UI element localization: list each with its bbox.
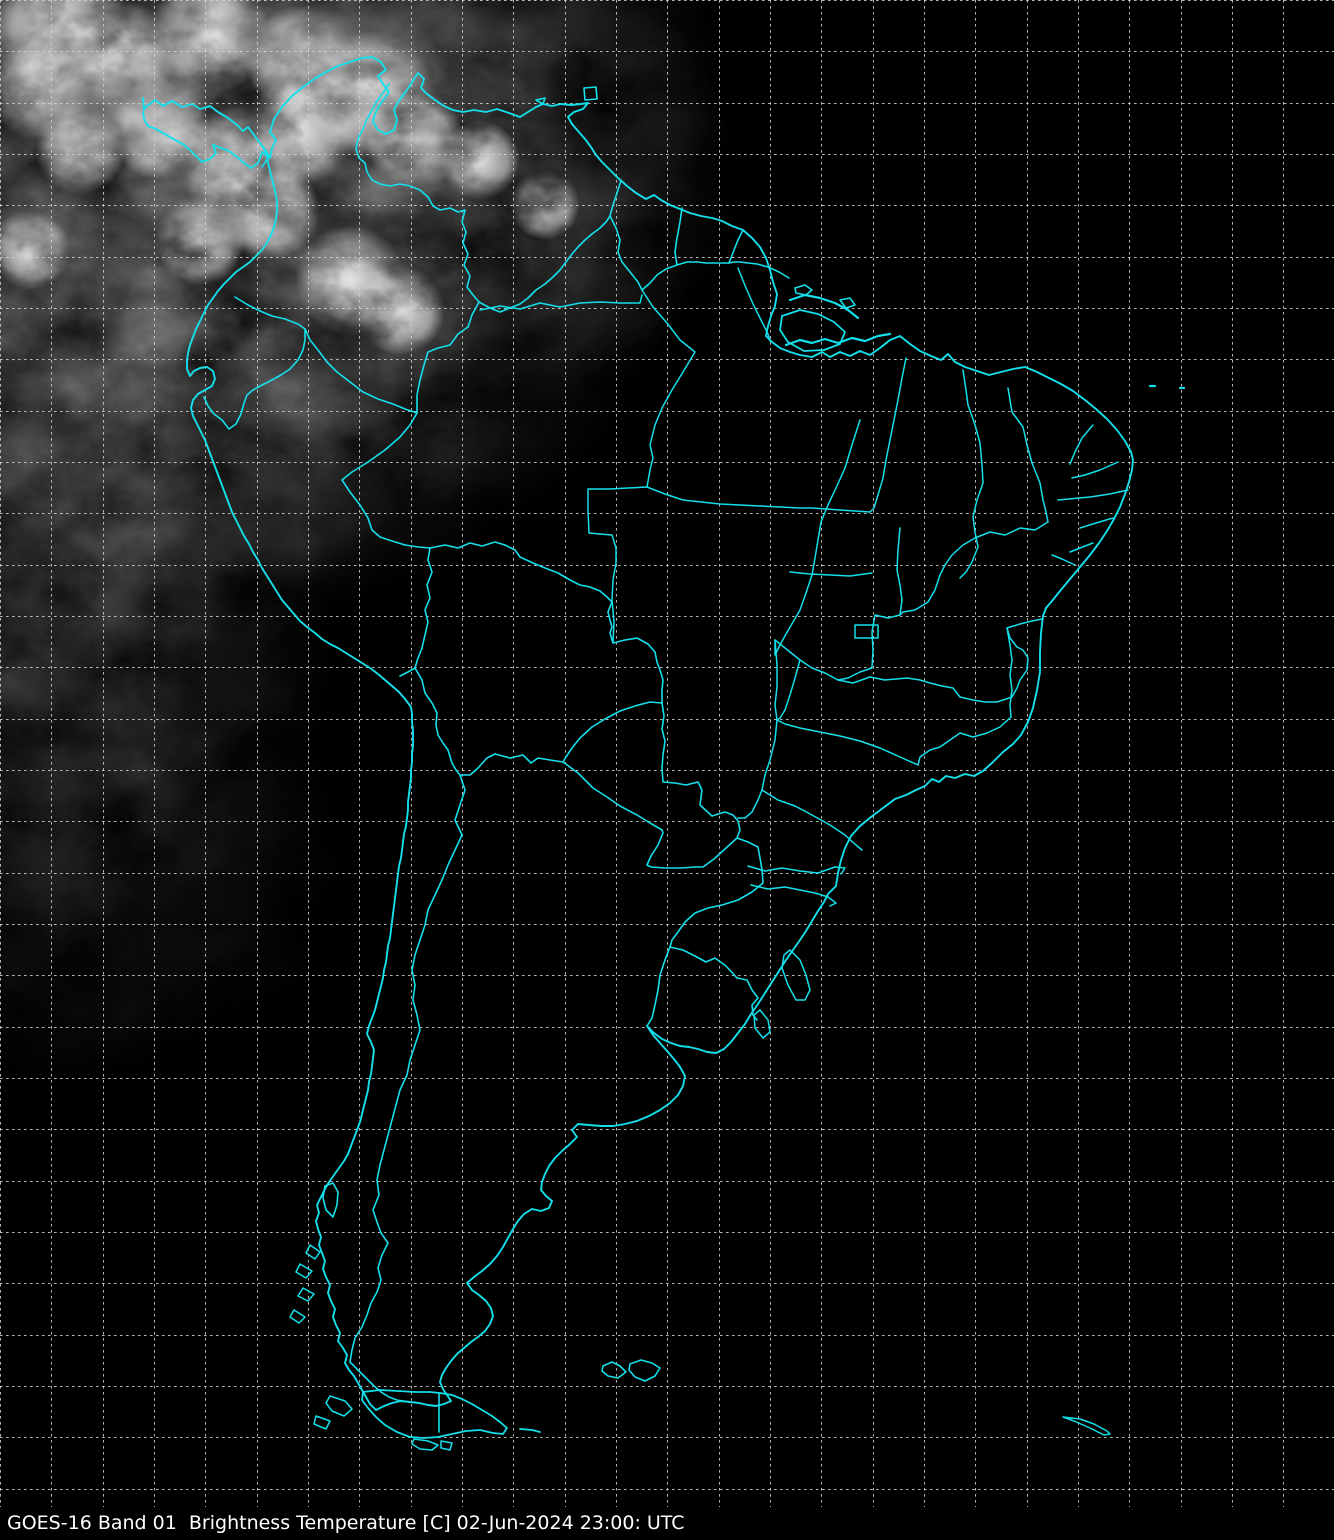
island-south-georgia bbox=[1062, 1416, 1111, 1436]
state-border-araguaia-tocantins bbox=[774, 419, 861, 656]
border-guyana-suriname bbox=[674, 207, 683, 266]
border-guyana-brazil bbox=[609, 215, 678, 291]
border-peru-chile bbox=[399, 667, 416, 677]
state-border-parana-sc bbox=[747, 865, 846, 875]
border-venezuela-guyana bbox=[609, 179, 622, 217]
state-border-minas-saopaulo bbox=[776, 719, 919, 766]
state-border-sc-rs bbox=[750, 884, 837, 907]
island-fernando-de-noronha bbox=[1148, 384, 1186, 390]
satellite-map-canvas bbox=[0, 0, 1334, 1507]
state-border-amapa-para bbox=[737, 267, 771, 342]
lat-lon-graticule bbox=[0, 0, 1334, 1507]
border-bolivia-paraguay bbox=[562, 701, 663, 763]
cloud-layer bbox=[0, 0, 740, 1020]
border-colombia-ecuador bbox=[234, 296, 306, 330]
border-argentina-uruguay bbox=[646, 946, 671, 1027]
border-colombia-peru bbox=[304, 328, 418, 414]
fjord-islands-chile bbox=[289, 1244, 353, 1430]
state-border-bahia-minas bbox=[837, 627, 1029, 703]
island-chiloe bbox=[322, 1182, 339, 1218]
state-border-sp-parana bbox=[761, 789, 863, 851]
border-ecuador-peru bbox=[203, 328, 306, 430]
islands-south-of-tdf bbox=[411, 1438, 453, 1451]
state-border-matogrosso-para bbox=[646, 486, 871, 513]
island-trinidad bbox=[583, 86, 598, 101]
border-bolivia-argentina bbox=[459, 753, 564, 776]
political-boundaries bbox=[142, 56, 1186, 1451]
border-peru-brazil bbox=[341, 412, 431, 549]
state-border-minas-rio bbox=[917, 716, 1012, 766]
state-borders-ne-states bbox=[1051, 424, 1129, 566]
state-border-amazonas-para bbox=[641, 289, 696, 488]
state-border-goias-minas bbox=[774, 639, 839, 721]
state-border-espirito-santo bbox=[1006, 618, 1043, 718]
satellite-image bbox=[0, 0, 1334, 1507]
border-suriname-brazil bbox=[676, 261, 730, 266]
state-border-tocantins-bahia-goias bbox=[837, 527, 903, 681]
state-border-maranhao-piaui bbox=[959, 369, 984, 579]
border-uruguay-brazil bbox=[669, 946, 759, 1021]
border-paraguay-brazil bbox=[661, 702, 741, 839]
lagoon-mirim bbox=[753, 1009, 771, 1039]
coastline-south-america bbox=[142, 56, 1134, 1411]
lagoon-dos-patos bbox=[781, 949, 811, 1001]
island-staten bbox=[519, 1428, 541, 1433]
border-colombia-venezuela bbox=[355, 83, 480, 303]
image-caption: GOES-16 Band 01 Brightness Temperature [… bbox=[7, 1512, 685, 1534]
border-french-guiana-brazil bbox=[728, 261, 790, 279]
border-bolivia-brazil bbox=[429, 541, 664, 704]
island-tierra-del-fuego bbox=[361, 1389, 508, 1439]
border-venezuela-brazil bbox=[478, 215, 611, 313]
island-marajo bbox=[779, 309, 846, 352]
state-border-parana-river bbox=[737, 639, 778, 819]
border-argentina-paraguay bbox=[562, 761, 738, 869]
border-argentina-chile bbox=[349, 774, 466, 1402]
border-suriname-french-guiana bbox=[728, 229, 744, 264]
reservoir-square bbox=[854, 624, 879, 639]
border-bolivia-chile bbox=[414, 667, 461, 776]
state-border-tocantins-goias bbox=[789, 571, 873, 577]
amazon-delta-islets bbox=[794, 284, 856, 309]
border-panama-colombia bbox=[261, 146, 269, 168]
state-border-piaui-ceara bbox=[1007, 387, 1049, 523]
islands-falkland bbox=[601, 1359, 661, 1382]
island-margarita bbox=[535, 97, 546, 105]
state-border-amazonas-rondonia-mt bbox=[587, 486, 648, 644]
caption-bar: GOES-16 Band 01 Brightness Temperature [… bbox=[0, 1507, 1334, 1540]
amazon-delta-channels bbox=[784, 293, 892, 347]
border-colombia-brazil bbox=[416, 301, 480, 414]
border-peru-bolivia bbox=[414, 547, 433, 669]
state-border-para-maranhao bbox=[869, 357, 907, 513]
state-border-amazonas-roraima bbox=[479, 294, 643, 311]
border-argentina-brazil bbox=[669, 837, 764, 948]
state-border-bahia-north bbox=[899, 521, 1049, 616]
